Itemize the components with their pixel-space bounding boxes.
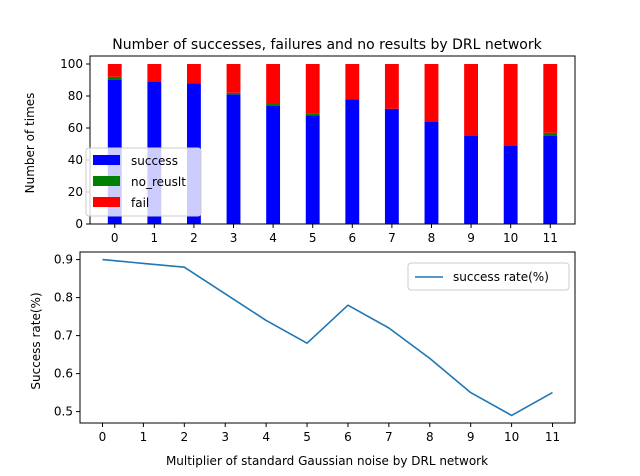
bar-fail-7 <box>384 64 399 109</box>
bar-legend-label-fail: fail <box>131 196 149 210</box>
line-axes: 0 1 2 3 4 5 6 7 8 9 10 11 0.5 0.6 0.7 0.8 0.9 <box>54 251 576 444</box>
line-x-tick-label: 3 <box>221 430 229 444</box>
line-x-tick-label: 0 <box>99 430 107 444</box>
line-y-tick-label: 0.9 <box>54 253 73 267</box>
line-chart-xlabel: Multiplier of standard Gaussian noise by… <box>166 454 488 468</box>
bar-y-tick-label: 60 <box>68 121 83 135</box>
bar-success-10 <box>503 145 518 224</box>
bar-x-tick-label: 10 <box>503 231 518 245</box>
line-chart-ylabel: Success rate(%) <box>29 292 43 389</box>
bar-success-9 <box>464 136 478 224</box>
bar-no_reuslt-11 <box>543 132 558 136</box>
bar-success-6 <box>345 99 360 224</box>
bar-legend-label-no_reuslt: no_reuslt <box>131 175 186 189</box>
bar-fail-3 <box>226 64 241 93</box>
line-x-tick-label: 2 <box>180 430 188 444</box>
bar-y-tick-label: 80 <box>68 89 83 103</box>
line-x-tick-label: 10 <box>504 430 519 444</box>
line-series-success rate(%) <box>102 258 553 417</box>
line-chart-panel: Multiplier of standard Gaussian noise by… <box>29 251 576 468</box>
bar-legend-swatch-success <box>93 155 120 165</box>
bar-fail-11 <box>543 64 558 133</box>
bar-fail-4 <box>266 64 281 104</box>
bar-x-tick-label: 3 <box>230 231 238 245</box>
bar-y-tick-label: 20 <box>68 185 83 199</box>
bar-fail-8 <box>424 64 439 122</box>
bar-no_reuslt-3 <box>226 92 241 95</box>
bar-plot-frame <box>89 55 576 225</box>
bar-x-tick-label: 4 <box>269 231 277 245</box>
bar-success-8 <box>424 121 439 224</box>
bar-success-11 <box>543 136 558 224</box>
line-legend-box <box>407 262 570 291</box>
bar-legend-swatch-no_reuslt <box>93 176 120 186</box>
bar-x-tick-label: 1 <box>151 231 159 245</box>
bar-y-tick-label: 0 <box>75 217 83 231</box>
line-legend-label: success rate(%) <box>453 270 549 284</box>
bar-x-tick-label: 0 <box>111 231 119 245</box>
line-x-tick-label: 5 <box>303 430 311 444</box>
bar-x-tick-label: 9 <box>467 231 475 245</box>
line-y-tick-label: 0.5 <box>54 405 73 419</box>
bar-success-3 <box>226 94 241 225</box>
bar-y-tick-label: 100 <box>60 57 83 71</box>
line-x-tick-label: 6 <box>344 430 352 444</box>
line-marks <box>102 258 553 417</box>
bar-chart-ylabel: Number of times <box>23 93 37 194</box>
line-x-tick-label: 7 <box>385 430 393 444</box>
line-y-tick-label: 0.7 <box>54 329 73 343</box>
line-x-tick-label: 9 <box>467 430 475 444</box>
bar-axes: 0 1 2 3 4 5 6 7 8 9 10 11 0 20 40 60 80 100 <box>60 55 576 245</box>
bar-no_reuslt-5 <box>305 113 320 116</box>
bar-x-tick-label: 6 <box>348 231 356 245</box>
bar-fail-9 <box>464 64 478 136</box>
bar-x-tick-label: 8 <box>428 231 436 245</box>
bar-legend-label-success: success <box>131 154 178 168</box>
bar-chart-panel: Number of successes, failures and no res… <box>23 37 576 245</box>
bar-x-tick-label: 7 <box>388 231 396 245</box>
bar-success-4 <box>266 105 281 224</box>
line-x-tick-label: 1 <box>140 430 148 444</box>
line-x-tick-label: 11 <box>545 430 560 444</box>
line-y-tick-label: 0.6 <box>54 367 73 381</box>
bar-legend-swatch-fail <box>93 197 120 207</box>
bar-no_reuslt-4 <box>266 104 281 106</box>
bar-fail-0 <box>107 64 122 77</box>
bar-success-5 <box>305 115 320 224</box>
line-x-tick-label: 4 <box>262 430 270 444</box>
line-x-tick-label: 8 <box>426 430 434 444</box>
bar-success-7 <box>384 108 399 224</box>
bar-no_reuslt-0 <box>107 76 122 80</box>
bar-x-tick-label: 2 <box>190 231 198 245</box>
bar-fail-1 <box>147 64 162 82</box>
bar-x-tick-label: 5 <box>309 231 317 245</box>
line-plot-frame <box>79 251 576 424</box>
line-y-tick-label: 0.8 <box>54 291 73 305</box>
bar-y-tick-label: 40 <box>68 153 83 167</box>
bar-fail-2 <box>187 64 201 84</box>
bar-chart-title: Number of successes, failures and no res… <box>112 37 542 53</box>
bar-fail-5 <box>305 64 320 114</box>
bar-x-tick-label: 11 <box>543 231 558 245</box>
bar-fail-10 <box>503 64 518 146</box>
bar-fail-6 <box>345 64 360 100</box>
line-legend: success rate(%) <box>407 262 570 291</box>
